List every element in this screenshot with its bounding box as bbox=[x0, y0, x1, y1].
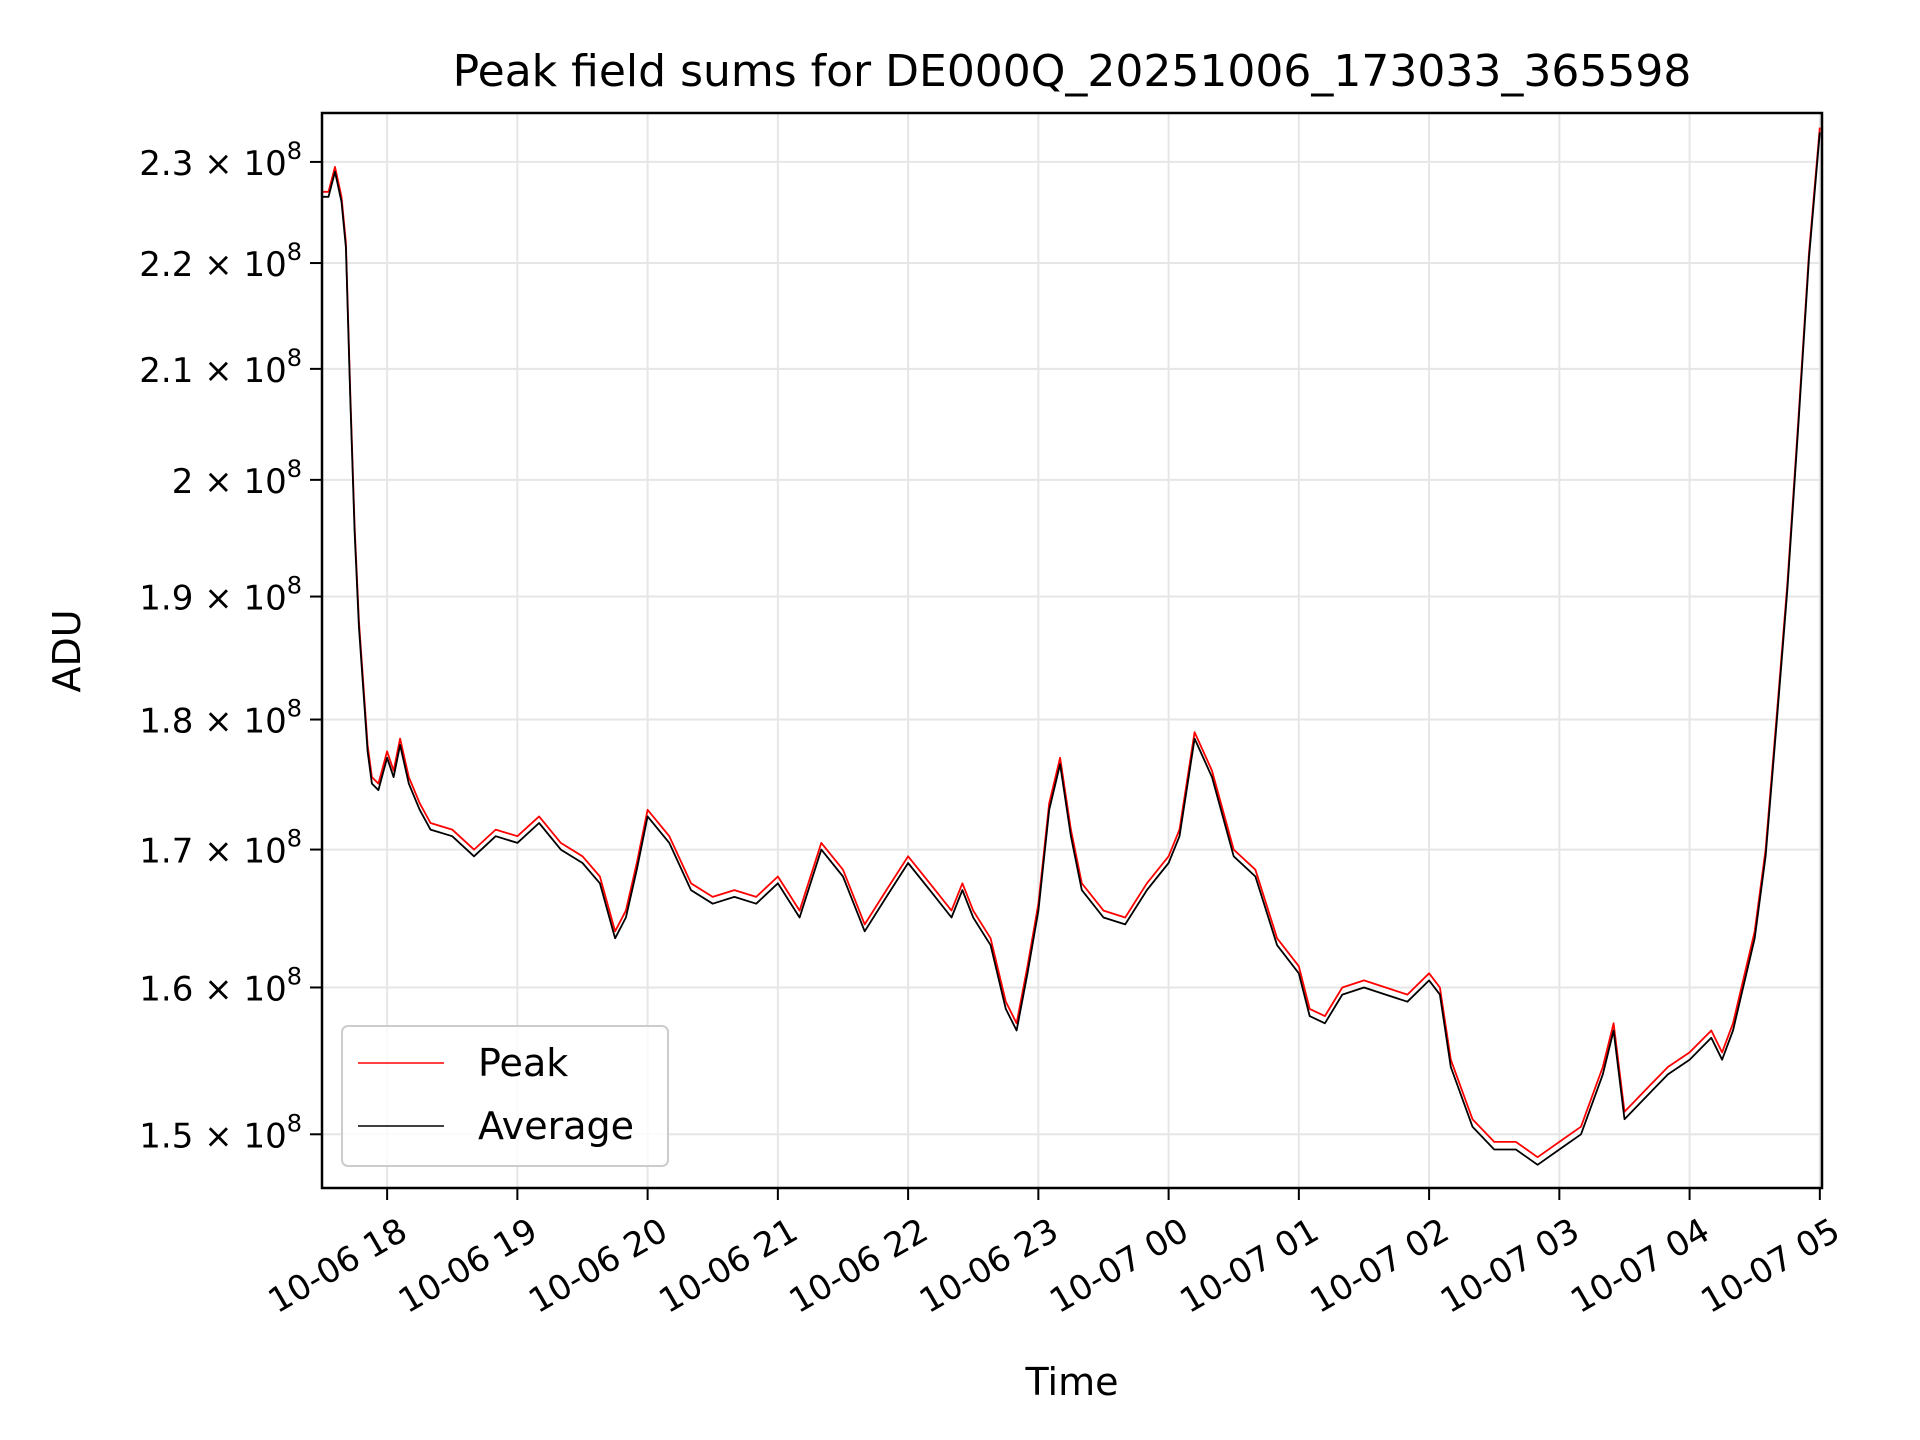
y-tick-label: 1.8 × 108 bbox=[139, 695, 302, 742]
y-tick: 1.9 × 108 bbox=[139, 572, 322, 619]
series-line-peak bbox=[322, 127, 1821, 1159]
plot-frame bbox=[320, 111, 1824, 1190]
y-tick-label: 1.6 × 108 bbox=[139, 962, 302, 1009]
y-tick-label: 2 × 108 bbox=[172, 455, 302, 502]
y-tick-label: 1.5 × 108 bbox=[139, 1109, 302, 1156]
x-axis-label: Time bbox=[1025, 1360, 1119, 1404]
y-axis: 1.5 × 108 1.6 × 108 1.7 × 108 1.8 × 108 1.9 … bbox=[139, 137, 322, 1156]
y-tick: 1.8 × 108 bbox=[139, 695, 322, 742]
legend-box bbox=[341, 1025, 669, 1167]
y-tick: 1.5 × 108 bbox=[139, 1109, 322, 1156]
series-line-average bbox=[322, 132, 1821, 1166]
legend-label-peak: Peak bbox=[478, 1041, 568, 1085]
y-tick-label: 1.7 × 108 bbox=[139, 825, 302, 872]
legend: Peak Average bbox=[341, 1025, 669, 1167]
series-layer bbox=[322, 127, 1821, 1166]
y-tick: 1.7 × 108 bbox=[139, 825, 322, 872]
chart-title: Peak field sums for DE000Q_20251006_1730… bbox=[453, 46, 1692, 97]
y-axis-label: ADU bbox=[45, 609, 89, 692]
y-tick: 2.2 × 108 bbox=[139, 238, 322, 285]
y-tick-label: 2.1 × 108 bbox=[139, 344, 302, 391]
y-tick-label: 2.2 × 108 bbox=[139, 238, 302, 285]
y-tick: 1.6 × 108 bbox=[139, 962, 322, 1009]
y-tick: 2.1 × 108 bbox=[139, 344, 322, 391]
y-tick-label: 1.9 × 108 bbox=[139, 572, 302, 619]
legend-label-average: Average bbox=[478, 1104, 634, 1148]
gridlines bbox=[322, 113, 1822, 1188]
y-tick-label: 2.3 × 108 bbox=[139, 137, 302, 184]
y-tick: 2.3 × 108 bbox=[139, 137, 322, 184]
y-tick: 2 × 108 bbox=[172, 455, 322, 502]
